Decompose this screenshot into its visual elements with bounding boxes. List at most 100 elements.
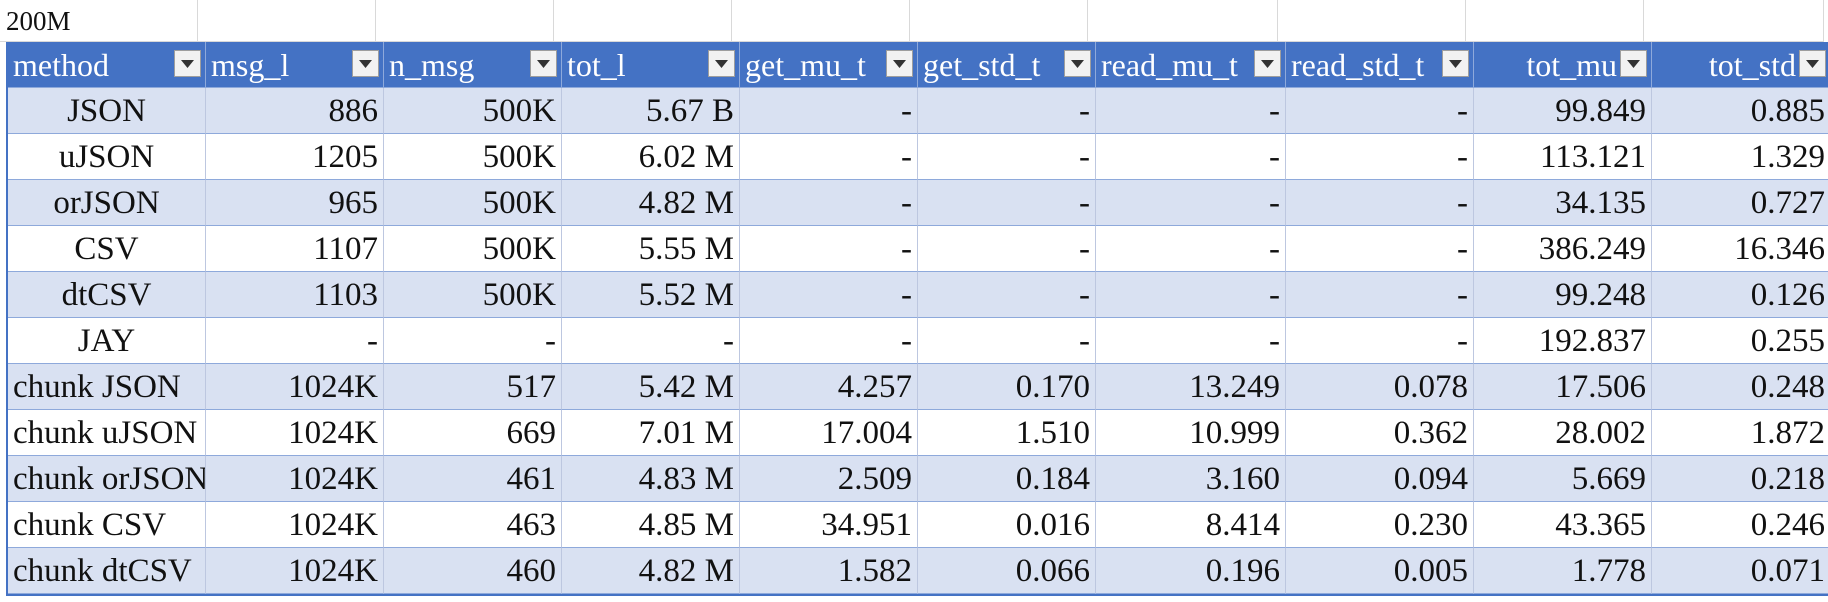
value-cell[interactable]: 5.669: [1474, 456, 1652, 502]
value-cell[interactable]: 0.005: [1286, 548, 1474, 594]
column-header-tot-mu[interactable]: tot_mu: [1474, 42, 1652, 88]
value-cell[interactable]: 1205: [206, 134, 384, 180]
value-cell[interactable]: 0.196: [1096, 548, 1286, 594]
value-cell[interactable]: 886: [206, 88, 384, 134]
value-cell[interactable]: 461: [384, 456, 562, 502]
value-cell[interactable]: 0.727: [1652, 180, 1828, 226]
value-cell[interactable]: 7.01 M: [562, 410, 740, 456]
column-header-read-mu-t[interactable]: read_mu_t: [1096, 42, 1286, 88]
title-cell[interactable]: 200M: [0, 0, 198, 42]
filter-dropdown-icon[interactable]: [1442, 50, 1469, 77]
value-cell[interactable]: -: [1286, 180, 1474, 226]
value-cell[interactable]: 0.255: [1652, 318, 1828, 364]
value-cell[interactable]: 0.246: [1652, 502, 1828, 548]
value-cell[interactable]: -: [918, 318, 1096, 364]
filter-dropdown-icon[interactable]: [1254, 50, 1281, 77]
value-cell[interactable]: 10.999: [1096, 410, 1286, 456]
value-cell[interactable]: 500K: [384, 88, 562, 134]
empty-cell[interactable]: [376, 0, 554, 42]
value-cell[interactable]: -: [384, 318, 562, 364]
value-cell[interactable]: 4.82 M: [562, 180, 740, 226]
value-cell[interactable]: 4.257: [740, 364, 918, 410]
value-cell[interactable]: -: [1286, 272, 1474, 318]
value-cell[interactable]: 192.837: [1474, 318, 1652, 364]
filter-dropdown-icon[interactable]: [1799, 50, 1826, 77]
value-cell[interactable]: 4.82 M: [562, 548, 740, 594]
empty-cell[interactable]: [732, 0, 910, 42]
value-cell[interactable]: 99.849: [1474, 88, 1652, 134]
method-cell[interactable]: JAY: [8, 318, 206, 364]
value-cell[interactable]: 0.071: [1652, 548, 1828, 594]
value-cell[interactable]: 500K: [384, 134, 562, 180]
value-cell[interactable]: 0.184: [918, 456, 1096, 502]
value-cell[interactable]: 0.885: [1652, 88, 1828, 134]
method-cell[interactable]: chunk orJSON: [8, 456, 206, 502]
value-cell[interactable]: 5.67 B: [562, 88, 740, 134]
value-cell[interactable]: 4.83 M: [562, 456, 740, 502]
value-cell[interactable]: -: [1286, 318, 1474, 364]
empty-cell[interactable]: [1466, 0, 1644, 42]
value-cell[interactable]: -: [1096, 318, 1286, 364]
value-cell[interactable]: 500K: [384, 272, 562, 318]
value-cell[interactable]: -: [740, 88, 918, 134]
value-cell[interactable]: 6.02 M: [562, 134, 740, 180]
value-cell[interactable]: -: [918, 226, 1096, 272]
method-cell[interactable]: dtCSV: [8, 272, 206, 318]
method-cell[interactable]: CSV: [8, 226, 206, 272]
value-cell[interactable]: 13.249: [1096, 364, 1286, 410]
value-cell[interactable]: 0.218: [1652, 456, 1828, 502]
value-cell[interactable]: 0.016: [918, 502, 1096, 548]
column-header-get-std-t[interactable]: get_std_t: [918, 42, 1096, 88]
value-cell[interactable]: -: [740, 226, 918, 272]
filter-dropdown-icon[interactable]: [352, 50, 379, 77]
value-cell[interactable]: 113.121: [1474, 134, 1652, 180]
value-cell[interactable]: -: [740, 134, 918, 180]
empty-cell[interactable]: [198, 0, 376, 42]
value-cell[interactable]: 0.066: [918, 548, 1096, 594]
value-cell[interactable]: 500K: [384, 226, 562, 272]
value-cell[interactable]: 460: [384, 548, 562, 594]
value-cell[interactable]: 3.160: [1096, 456, 1286, 502]
empty-cell[interactable]: [1278, 0, 1466, 42]
value-cell[interactable]: -: [1096, 226, 1286, 272]
method-cell[interactable]: JSON: [8, 88, 206, 134]
value-cell[interactable]: 0.248: [1652, 364, 1828, 410]
value-cell[interactable]: -: [1286, 88, 1474, 134]
value-cell[interactable]: 0.094: [1286, 456, 1474, 502]
method-cell[interactable]: uJSON: [8, 134, 206, 180]
filter-dropdown-icon[interactable]: [174, 50, 201, 77]
value-cell[interactable]: 28.002: [1474, 410, 1652, 456]
value-cell[interactable]: 1.778: [1474, 548, 1652, 594]
value-cell[interactable]: 0.170: [918, 364, 1096, 410]
column-header-method[interactable]: method: [8, 42, 206, 88]
value-cell[interactable]: 1024K: [206, 456, 384, 502]
value-cell[interactable]: -: [918, 180, 1096, 226]
value-cell[interactable]: 5.42 M: [562, 364, 740, 410]
value-cell[interactable]: -: [918, 134, 1096, 180]
value-cell[interactable]: 1103: [206, 272, 384, 318]
value-cell[interactable]: -: [918, 272, 1096, 318]
filter-dropdown-icon[interactable]: [886, 50, 913, 77]
value-cell[interactable]: -: [1096, 272, 1286, 318]
value-cell[interactable]: 5.55 M: [562, 226, 740, 272]
value-cell[interactable]: 4.85 M: [562, 502, 740, 548]
filter-dropdown-icon[interactable]: [1620, 50, 1647, 77]
method-cell[interactable]: chunk CSV: [8, 502, 206, 548]
value-cell[interactable]: 1.872: [1652, 410, 1828, 456]
value-cell[interactable]: -: [1096, 180, 1286, 226]
value-cell[interactable]: 386.249: [1474, 226, 1652, 272]
value-cell[interactable]: 1107: [206, 226, 384, 272]
value-cell[interactable]: 0.078: [1286, 364, 1474, 410]
value-cell[interactable]: -: [562, 318, 740, 364]
value-cell[interactable]: 669: [384, 410, 562, 456]
value-cell[interactable]: 1024K: [206, 502, 384, 548]
column-header-n-msg[interactable]: n_msg: [384, 42, 562, 88]
empty-cell[interactable]: [554, 0, 732, 42]
value-cell[interactable]: 99.248: [1474, 272, 1652, 318]
empty-cell[interactable]: [910, 0, 1088, 42]
value-cell[interactable]: 2.509: [740, 456, 918, 502]
value-cell[interactable]: -: [206, 318, 384, 364]
value-cell[interactable]: 517: [384, 364, 562, 410]
value-cell[interactable]: 16.346: [1652, 226, 1828, 272]
value-cell[interactable]: 1.329: [1652, 134, 1828, 180]
